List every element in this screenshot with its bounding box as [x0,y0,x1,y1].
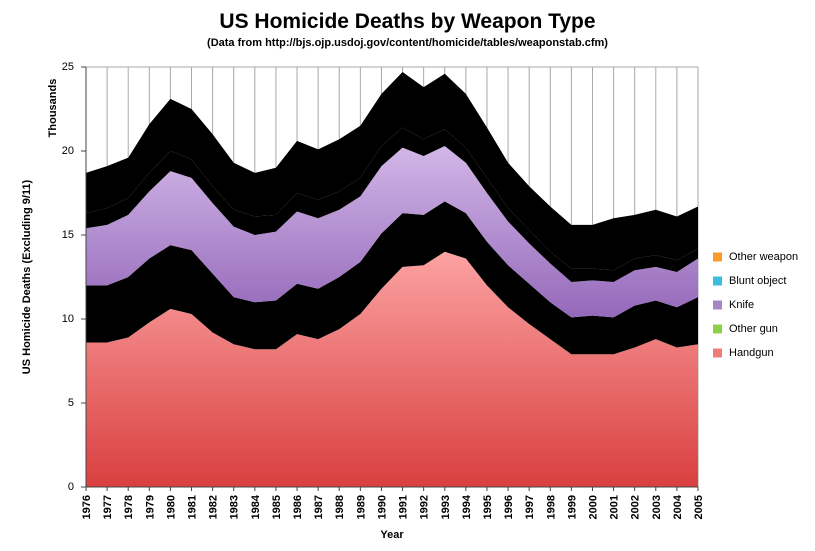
y-tick-label: 5 [68,397,74,409]
x-tick-label: 1979 [144,495,156,519]
x-tick-label: 1995 [482,495,494,519]
axes: 0 5 10 15 20 25 1976 1977 1978 1979 1980 1981 1982 19… [62,61,705,520]
x-tick-label: 1989 [355,495,367,519]
x-tick-label: 1977 [102,495,114,519]
chart-title: US Homicide Deaths by Weapon Type [219,10,596,33]
x-tick-label: 1988 [334,495,346,519]
legend-swatch [713,252,722,262]
x-tick-label: 1980 [165,495,177,519]
x-tick-label: 1994 [461,494,473,519]
x-tick-label: 1993 [440,495,452,519]
legend-swatch [713,324,722,334]
x-tick-label: 2003 [651,495,663,519]
legend: Other weapon Blunt object Knife Other gun Ha… [713,251,798,359]
x-tick-label: 1991 [398,495,410,519]
x-tick-label: 2004 [672,494,684,519]
y-axis-label: US Homicide Deaths (Excluding 9/11) [21,179,33,374]
area-other-weapon [86,72,698,271]
area-other-gun [86,201,698,355]
y-tick-label: 20 [62,145,74,157]
legend-label: Other weapon [729,251,798,263]
x-tick-label: 1976 [81,495,93,519]
x-tick-label: 1984 [250,494,262,519]
x-tick-label: 2001 [609,495,621,519]
x-tick-label: 1992 [419,495,431,519]
x-tick-label: 1999 [566,495,578,519]
legend-label: Handgun [729,347,774,359]
x-tick-label: 1983 [229,495,241,519]
chart-subtitle: (Data from http://bjs.ojp.usdoj.gov/cont… [207,37,608,49]
area-knife [86,145,698,318]
area-handgun [86,251,698,487]
legend-swatch [713,348,722,358]
y-tick-label: 0 [68,481,74,493]
y-tick-label: 15 [62,229,74,241]
x-tick-label: 1986 [292,495,304,519]
x-tick-label: 2005 [693,495,705,519]
y-tick-label: 10 [62,313,74,325]
x-tick-label: 1982 [208,495,220,519]
x-tick-label: 1987 [313,495,325,519]
x-tick-label: 1996 [503,495,515,519]
legend-swatch [713,300,722,310]
x-tick-label: 1985 [271,495,283,519]
units-label: Thousands [47,79,59,138]
x-tick-label: 2002 [630,495,642,519]
x-tick-label: 1978 [123,495,135,519]
x-tick-label: 1990 [376,495,388,519]
legend-label: Knife [729,299,754,311]
x-tick-label: 1998 [545,495,557,519]
x-axis-label: Year [380,529,404,541]
legend-swatch [713,276,722,286]
x-tick-label: 1981 [187,495,199,519]
legend-label: Other gun [729,323,778,335]
legend-label: Blunt object [729,275,786,287]
x-tick-label: 1997 [524,495,536,519]
area-blunt-object [86,127,698,283]
y-tick-label: 25 [62,61,74,73]
x-tick-label: 2000 [587,495,599,519]
stacked-areas [86,72,698,487]
